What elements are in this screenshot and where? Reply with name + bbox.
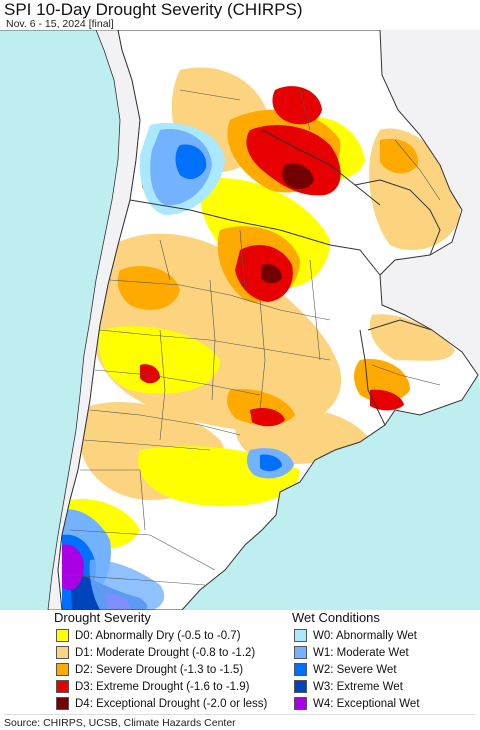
legend-item-w3: W3: Extreme Wet — [294, 678, 403, 695]
d3-area — [250, 408, 285, 427]
source-credit: Source: CHIRPS, UCSB, Climate Hazards Ce… — [4, 714, 476, 730]
swatch-d1 — [56, 646, 69, 659]
swatch-d2 — [56, 663, 69, 676]
d2-area — [380, 138, 419, 174]
legend-label-w0: W0: Abnormally Wet — [313, 629, 417, 642]
d2-area — [117, 266, 180, 310]
d1-area — [369, 314, 455, 361]
d3-area — [272, 86, 322, 125]
severity-blobs — [62, 67, 460, 610]
swatch-d3 — [56, 680, 69, 693]
legend: Drought Severity Wet Conditions D0: Abno… — [0, 610, 480, 714]
legend-label-w1: W1: Moderate Wet — [313, 646, 409, 659]
legend-item-d2: D2: Severe Drought (-1.3 to -1.5) — [56, 661, 243, 678]
d3-area — [246, 125, 341, 196]
bolivia-paraguay-border — [261, 129, 381, 206]
w1-area — [89, 559, 165, 610]
swatch-w3 — [294, 680, 307, 693]
argentina-paraguay-border — [129, 199, 381, 276]
legend-label-d4: D4: Exceptional Drought (-2.0 or less) — [75, 697, 268, 710]
drought-legend-title: Drought Severity — [54, 610, 151, 625]
legend-item-w4: W4: Exceptional Wet — [294, 695, 420, 712]
swatch-w1 — [294, 646, 307, 659]
legend-item-w0: W0: Abnormally Wet — [294, 627, 417, 644]
w2-area — [260, 454, 282, 472]
d4-area — [282, 163, 314, 190]
map-title: SPI 10-Day Drought Severity (CHIRPS) — [4, 0, 303, 19]
legend-label-w3: W3: Extreme Wet — [313, 680, 403, 693]
argentina-uruguay-border — [359, 329, 386, 426]
legend-item-w2: W2: Severe Wet — [294, 661, 397, 678]
legend-label-d3: D3: Extreme Drought (-1.6 to -1.9) — [75, 680, 250, 693]
d3-area — [370, 389, 404, 411]
brazil-land — [380, 210, 480, 390]
legend-label-w2: W2: Severe Wet — [313, 663, 397, 676]
swatch-w4 — [294, 697, 307, 710]
uruguay-brazil-border — [367, 319, 433, 331]
legend-item-d4: D4: Exceptional Drought (-2.0 or less) — [56, 695, 267, 712]
swatch-w2 — [294, 663, 307, 676]
d0-area — [98, 326, 220, 394]
map-subtitle: Nov. 6 - 15, 2024 [final] — [6, 18, 114, 30]
d3-area — [140, 364, 160, 384]
legend-label-d0: D0: Abnormally Dry (-0.5 to -0.7) — [75, 629, 241, 642]
atlantic-coast-fill — [182, 375, 480, 610]
swatch-d0 — [56, 629, 69, 642]
d2-area — [354, 359, 410, 402]
d4-area — [261, 264, 282, 284]
analysis-region-outline — [57, 30, 479, 610]
legend-label-d2: D2: Severe Drought (-1.3 to -1.5) — [75, 663, 244, 676]
province-borders — [64, 89, 441, 586]
swatch-d4 — [56, 697, 69, 710]
legend-label-w4: W4: Exceptional Wet — [313, 697, 420, 710]
swatch-w0 — [294, 629, 307, 642]
legend-item-w1: W1: Moderate Wet — [294, 644, 409, 661]
wet-legend-title: Wet Conditions — [292, 610, 380, 625]
w4-area — [62, 544, 84, 591]
paraguay-brazil-border — [354, 179, 441, 256]
legend-item-d1: D1: Moderate Drought (-0.8 to -1.2) — [56, 644, 255, 661]
legend-item-d0: D0: Abnormally Dry (-0.5 to -0.7) — [56, 627, 241, 644]
legend-label-d1: D1: Moderate Drought (-0.8 to -1.2) — [75, 646, 256, 659]
legend-item-d3: D3: Extreme Drought (-1.6 to -1.9) — [56, 678, 249, 695]
drought-map — [0, 30, 480, 610]
peru-bolivia-land — [118, 30, 480, 210]
w2-area — [175, 144, 207, 180]
